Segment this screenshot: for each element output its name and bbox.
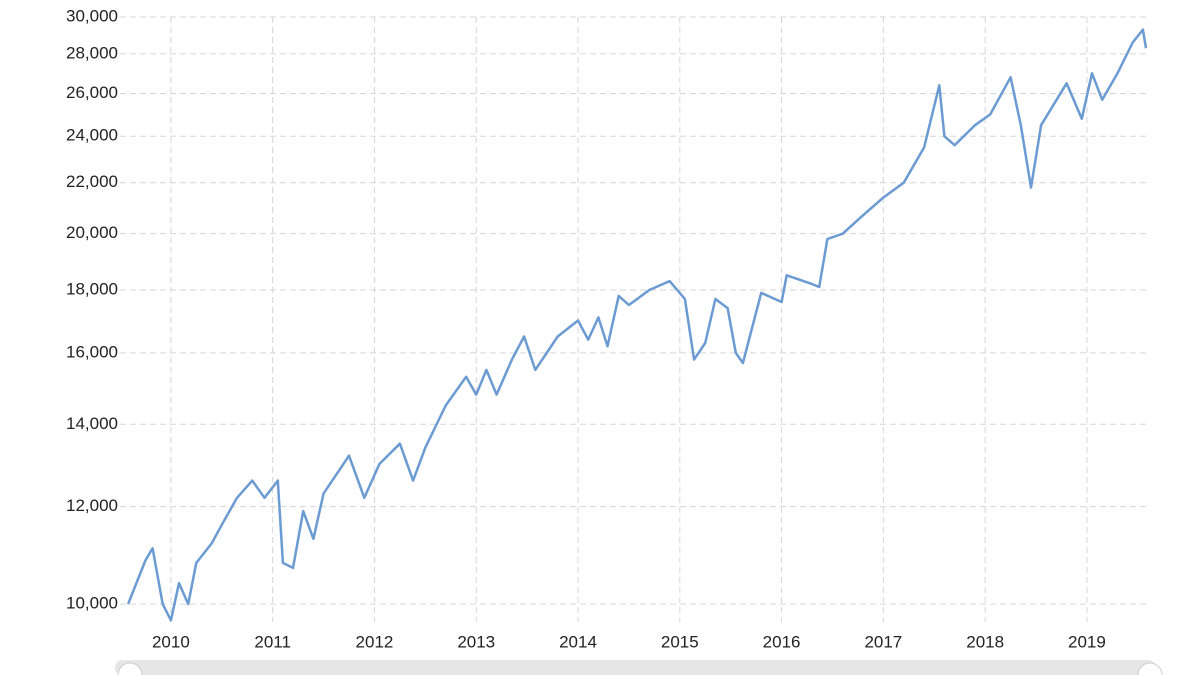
x-tick-label: 2014	[559, 632, 597, 651]
y-tick-label: 22,000	[66, 172, 118, 191]
y-tick-label: 14,000	[66, 414, 118, 433]
y-tick-label: 16,000	[66, 342, 118, 361]
y-tick-label: 28,000	[66, 43, 118, 62]
scroll-handle[interactable]	[117, 662, 143, 675]
x-tick-label: 2019	[1068, 632, 1106, 651]
y-tick-label: 26,000	[66, 83, 118, 102]
x-tick-label: 2015	[661, 632, 699, 651]
x-tick-label: 2010	[152, 632, 190, 651]
scrollbar[interactable]	[115, 660, 1155, 675]
x-tick-label: 2011	[254, 632, 291, 651]
x-tick-label: 2018	[966, 632, 1004, 651]
x-tick-label: 2017	[864, 632, 902, 651]
y-tick-label: 24,000	[66, 126, 118, 145]
x-tick-label: 2013	[457, 632, 495, 651]
y-tick-label: 18,000	[66, 279, 118, 298]
y-tick-label: 20,000	[66, 223, 118, 242]
y-tick-label: 10,000	[66, 594, 118, 613]
scroll-handle[interactable]	[1137, 662, 1163, 675]
x-tick-label: 2016	[763, 632, 801, 651]
data-line	[126, 28, 1148, 622]
y-tick-label: 30,000	[66, 6, 118, 25]
y-tick-label: 12,000	[66, 496, 118, 515]
x-tick-label: 2012	[356, 632, 394, 651]
